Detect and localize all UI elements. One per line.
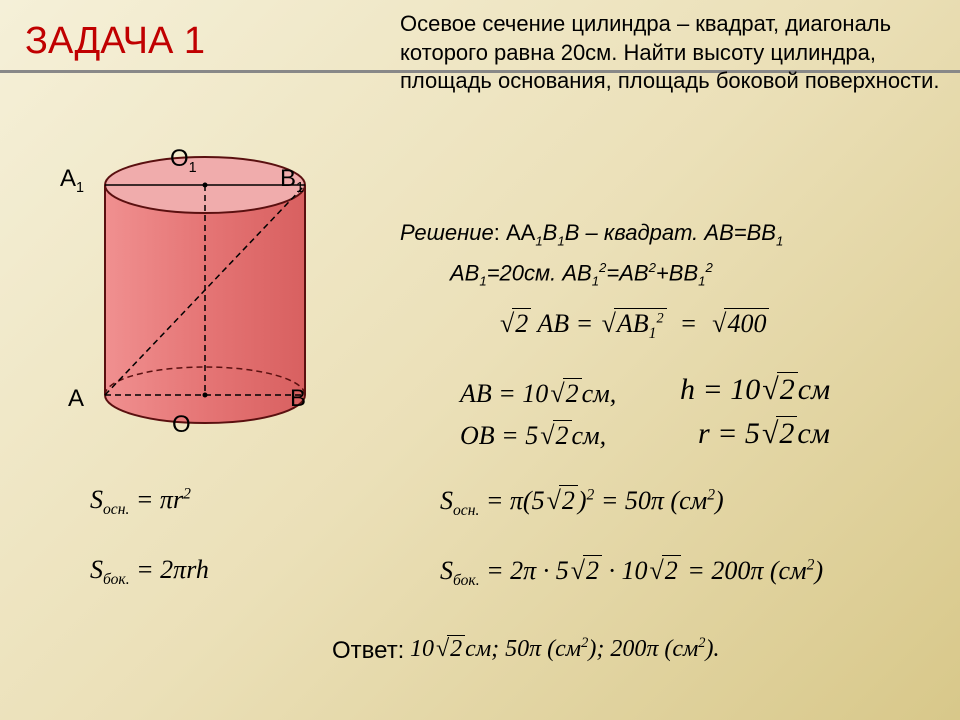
- problem-statement: Осевое сечение цилиндра – квадрат, диаго…: [400, 10, 940, 96]
- label-a: A: [68, 385, 84, 413]
- answer-label: Ответ:: [332, 637, 404, 665]
- math-step-1: 2 AB = AB12 = 400: [498, 308, 769, 343]
- calc-s-osn: Sосн. = π(52)2 = 50π (см2): [440, 485, 724, 520]
- label-o: O: [172, 411, 191, 439]
- math-h: h = 102см: [680, 372, 830, 407]
- problem-title: ЗАДАЧА 1: [25, 20, 205, 63]
- cylinder-diagram: [45, 145, 365, 435]
- formula-s-bok: Sбок. = 2πrh: [90, 555, 209, 589]
- label-b: B: [290, 385, 306, 413]
- math-ob: OB = 52см,: [460, 420, 606, 451]
- label-a1: A1: [60, 165, 84, 196]
- formula-s-osn: Sосн. = πr2: [90, 485, 191, 519]
- solution-line-2: AB1=20см. AB12=AB2+BB12: [450, 260, 713, 289]
- calc-s-bok: Sбок. = 2π · 52 · 102 = 200π (см2): [440, 555, 823, 590]
- answer-value: 102см; 50π (см2); 200π (см2).: [410, 635, 720, 663]
- math-r: r = 52см: [698, 416, 830, 451]
- math-ab: AB = 102см,: [460, 378, 616, 409]
- label-b1: B1: [280, 165, 304, 196]
- label-o1: O1: [170, 145, 197, 176]
- solution-line-1: Решение: AA1B1B – квадрат. AB=BB1: [400, 220, 783, 248]
